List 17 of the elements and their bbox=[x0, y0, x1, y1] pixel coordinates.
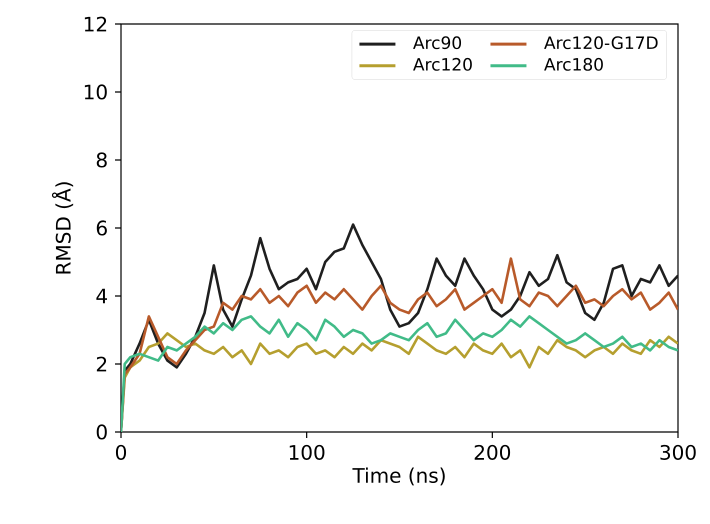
x-tick-label: 0 bbox=[116, 444, 126, 460]
y-axis-title: RMSD (Å) bbox=[52, 182, 74, 274]
x-tick-label: 200 bbox=[474, 444, 510, 460]
y-tick-label: 10 bbox=[84, 84, 107, 100]
y-tick-label: 2 bbox=[96, 356, 106, 372]
y-tick-label: 12 bbox=[84, 16, 106, 32]
legend-label: Arc120 bbox=[413, 58, 472, 71]
y-tick-label: 4 bbox=[96, 288, 108, 304]
x-tick-label: 100 bbox=[290, 444, 324, 460]
x-axis-title: Time (ns) bbox=[352, 468, 445, 486]
legend-label: Arc120-G17D bbox=[544, 36, 658, 50]
y-tick-label: 8 bbox=[96, 152, 107, 168]
y-tick-label: 6 bbox=[96, 220, 107, 236]
legend-label: Arc180 bbox=[544, 58, 603, 71]
x-tick-label: 300 bbox=[660, 444, 696, 460]
legend-label: Arc90 bbox=[413, 36, 462, 50]
y-tick-label: 0 bbox=[96, 424, 107, 440]
